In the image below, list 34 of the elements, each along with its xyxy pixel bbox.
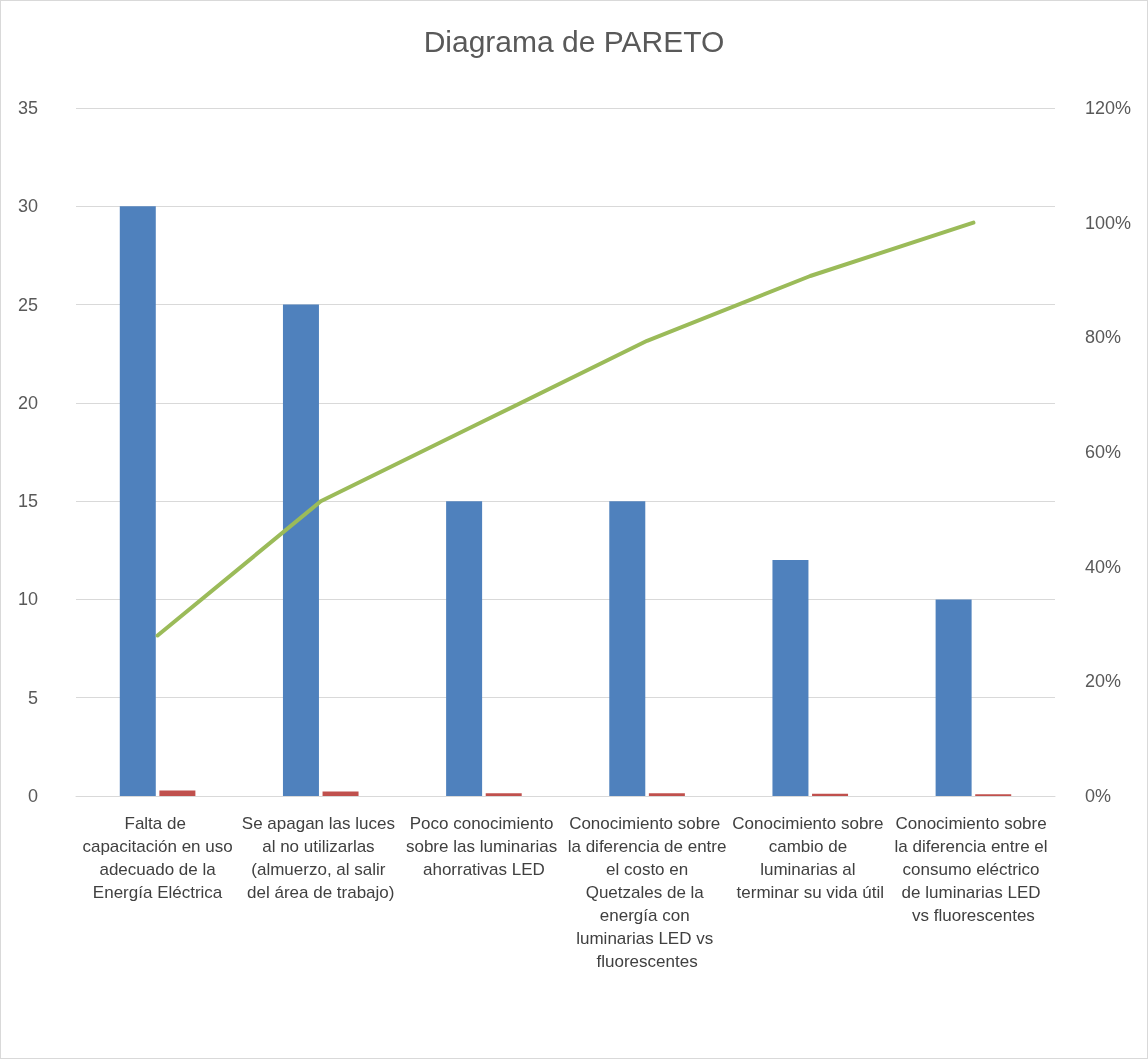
y-tick-label: 20	[17, 392, 38, 413]
y-tick-label: 25	[17, 294, 38, 315]
bar	[119, 206, 156, 796]
x-tick-label: Se apagan las luces al no utilizarlas (almuerzo, al salir del área de trabajo)	[241, 814, 400, 902]
bar	[282, 304, 319, 796]
y-tick-label: 30	[17, 196, 38, 217]
bar	[609, 501, 646, 796]
y2-tick-label: 0%	[1085, 786, 1112, 806]
bar	[322, 791, 359, 796]
bar	[935, 599, 972, 796]
y2-tick-label: 20%	[1085, 671, 1122, 692]
y2-tick-label: 100%	[1085, 212, 1132, 233]
y2-tick-label: 60%	[1085, 442, 1122, 462]
y-tick-label: 0	[27, 786, 38, 806]
bar	[772, 560, 809, 796]
y-tick-label: 10	[17, 589, 38, 610]
y2-tick-label: 80%	[1085, 327, 1122, 348]
x-tick-label: Conocimiento sobre la diferencia entre el consumo eléctrico de luminarias LED vs fluorescentes	[894, 814, 1053, 925]
x-tick-label: Falta de capacitación en uso adecuado de la Energía Eléctrica	[82, 814, 233, 902]
bar	[812, 793, 849, 796]
y2-tick-label: 120%	[1085, 98, 1132, 118]
bar	[159, 790, 196, 796]
bar	[446, 501, 483, 796]
line-series	[155, 220, 976, 638]
x-tick-label: Conocimiento sobre la diferencia de entre el costo en Quetzales de la energía con luminarias LED vs fluorescentes	[567, 814, 727, 971]
bar	[648, 793, 685, 796]
y-tick-label: 5	[27, 687, 38, 708]
y-tick-label: 35	[17, 98, 38, 118]
chart-title: Diagrama de PARETO	[423, 24, 725, 58]
y2-tick-label: 40%	[1085, 556, 1122, 577]
x-tick-label: Conocimiento sobre cambio de luminarias al terminar su vida útil	[732, 814, 889, 902]
x-tick-label: Poco conocimiento sobre las luminarias ahorrativas LED	[405, 814, 562, 879]
y-tick-label: 15	[17, 491, 38, 512]
bar	[485, 793, 522, 796]
